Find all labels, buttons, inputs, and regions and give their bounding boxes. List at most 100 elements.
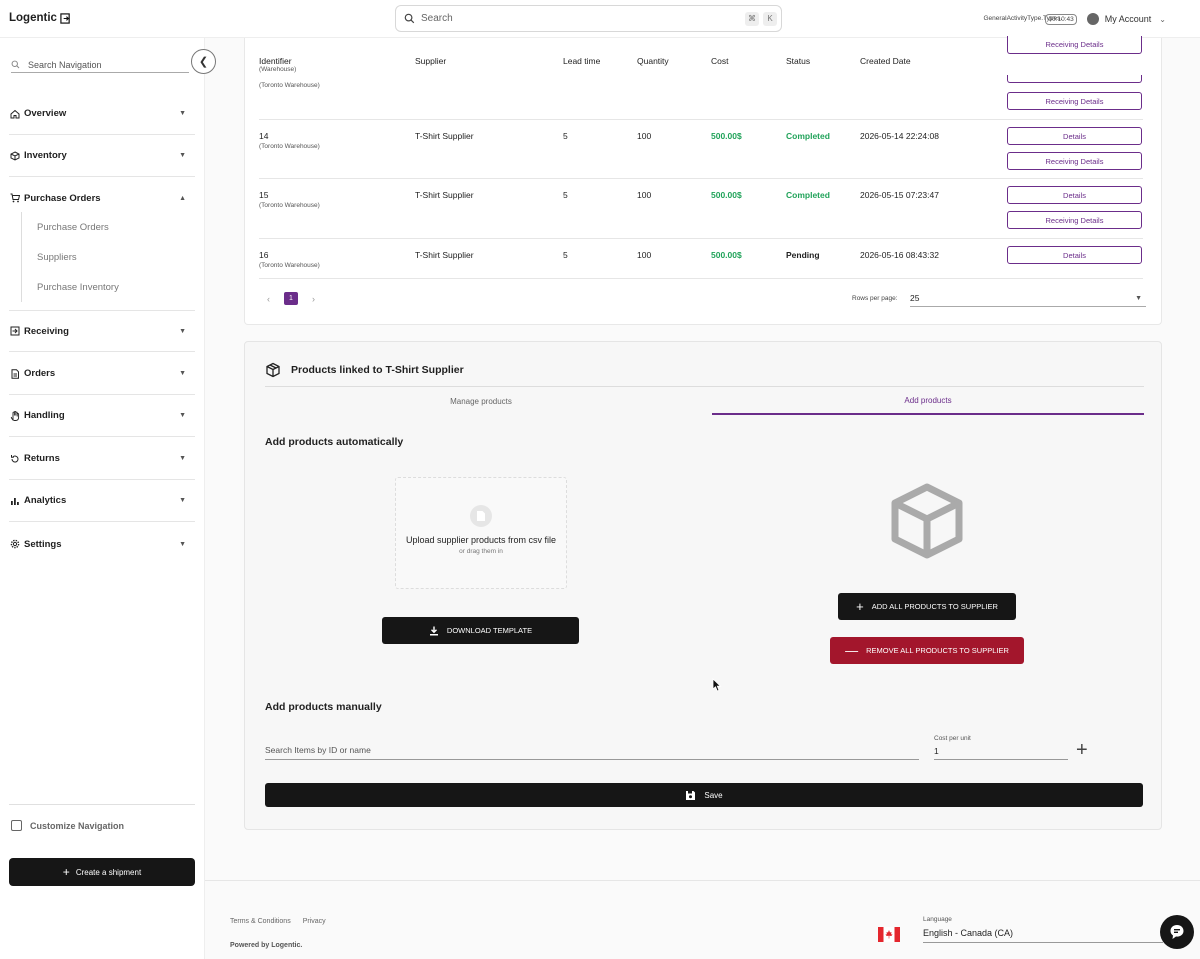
sidebar-item-label: Purchase Orders [24,192,101,204]
hand-icon [9,410,20,421]
language-value: English - Canada (CA) [923,928,1014,938]
sidebar-item-label: Analytics [24,495,67,506]
sidebar: Search Navigation ❮ Overview ▼ Inventory… [0,38,216,959]
save-button[interactable]: Save [265,783,1143,807]
sidebar-item-purchase-orders[interactable]: Purchase Orders ▲ [9,177,195,219]
global-search[interactable]: Search ⌘ K [395,5,782,32]
products-card-title: Products linked to T-Shirt Supplier [265,362,464,378]
collapse-sidebar-button[interactable]: ❮ [191,49,216,74]
rows-per-page-select[interactable]: 25 ▼ [910,290,1146,307]
next-page-icon[interactable]: › [312,293,315,304]
table-row: 14 (Toronto Warehouse) T-Shirt Supplier 5… [259,120,1143,179]
receiving-details-button[interactable]: Receiving Details [1007,152,1142,170]
caret-down-icon: ▼ [1135,294,1142,302]
col-identifier: Identifier (Warehouse) [259,56,296,73]
upload-subtitle: or drag them in [459,548,503,555]
sidebar-subitem-suppliers[interactable]: Suppliers [37,251,77,263]
products-tabs: Manage products Add products [265,386,1144,415]
table-row: (Toronto Warehouse) Receiving Details [259,75,1143,120]
upload-title: Upload supplier products from csv file [405,535,557,545]
row-status: Completed [786,131,830,141]
receiving-details-button[interactable]: Receiving Details [1007,92,1142,110]
row-identifier: 15 (Toronto Warehouse) [259,190,320,209]
prev-page-icon[interactable]: ‹ [267,293,270,304]
chevron-left-icon: ❮ [198,56,209,68]
package-icon [266,362,280,378]
language-select[interactable]: English - Canada (CA) [923,924,1163,943]
sidebar-subitem-purchase-inventory[interactable]: Purchase Inventory [37,281,119,293]
row-lead-time: 5 [563,250,568,260]
rows-per-page-value: 25 [910,293,920,303]
page-1-button[interactable]: 1 [284,292,298,305]
chevron-down-icon: ▼ [179,412,186,419]
cost-per-unit-input[interactable]: 1 [934,743,1068,760]
table-row: 16 (Toronto Warehouse) T-Shirt Supplier 5… [259,239,1143,279]
customize-navigation-toggle[interactable]: Customize Navigation [9,804,195,846]
row-supplier: T-Shirt Supplier [415,131,474,141]
sidebar-item-receiving[interactable]: Receiving ▼ [9,310,195,352]
chat-support-button[interactable] [1160,915,1194,949]
minus-icon: — [845,643,859,658]
gear-icon [9,539,20,550]
chevron-down-icon: ▼ [179,370,186,377]
remove-all-products-button[interactable]: — REMOVE ALL PRODUCTS TO SUPPLIER [830,637,1024,664]
terms-link[interactable]: Terms & Conditions [230,918,291,925]
item-search-input[interactable]: Search Items by ID or name [265,741,919,760]
row-identifier: 14 (Toronto Warehouse) [259,131,320,150]
cost-per-unit-value: 1 [934,746,939,756]
sidebar-item-overview[interactable]: Overview ▼ [9,93,195,135]
sidebar-item-handling[interactable]: Handling ▼ [9,395,195,437]
col-identifier-sub: (Warehouse) [259,66,297,73]
row-status: Pending [786,250,820,260]
sidebar-item-settings[interactable]: Settings ▼ [9,523,195,565]
home-icon [9,108,20,119]
sidebar-item-label: Orders [24,368,56,379]
privacy-link[interactable]: Privacy [302,918,326,925]
chevron-down-icon[interactable]: ⌄ [1159,14,1166,24]
chat-icon [1170,925,1184,939]
empty-box-icon [890,482,964,565]
col-lead-time: Lead time [563,56,601,66]
account-menu[interactable]: My Account [1104,14,1152,24]
rows-per-page-label: Rows per page: [852,295,898,302]
receiving-details-button[interactable]: Receiving Details [1007,211,1142,229]
top-bar: Logentic Search ⌘ K GeneralActivityType.… [0,0,1200,38]
avatar-icon[interactable] [1086,13,1099,25]
add-all-products-button[interactable]: + ADD ALL PRODUCTS TO SUPPLIER [838,593,1016,620]
nav-search-input[interactable]: Search Navigation [11,57,189,73]
row-lead-time: 5 [563,131,568,141]
receiving-icon [9,326,20,337]
sidebar-item-analytics[interactable]: Analytics ▼ [9,480,195,522]
row-id: 15 [259,190,269,200]
details-button[interactable] [1007,75,1142,83]
app-logo[interactable]: Logentic [9,12,71,24]
package-icon [9,150,20,161]
details-button[interactable]: Details [1007,246,1142,264]
checkbox-icon[interactable] [11,820,22,831]
col-cost: Cost [711,56,729,66]
details-button[interactable]: Details [1007,186,1142,204]
add-item-plus-icon[interactable]: + [1076,739,1088,761]
sidebar-subitem-purchase-orders[interactable]: Purchase Orders [37,221,109,233]
sidebar-item-inventory[interactable]: Inventory ▼ [9,135,195,177]
mouse-cursor-icon [712,678,722,692]
create-shipment-button[interactable]: + Create a shipment [9,858,195,886]
kbd-k: K [763,11,777,26]
row-id: 16 [259,250,269,260]
row-supplier: T-Shirt Supplier [415,250,474,260]
receiving-details-button[interactable]: Receiving Details [1007,36,1142,54]
details-button[interactable]: Details [1007,127,1142,145]
download-template-button[interactable]: DOWNLOAD TEMPLATE [382,617,579,644]
col-quantity: Quantity [637,56,669,66]
sidebar-item-orders[interactable]: Orders ▼ [9,353,195,395]
chevron-down-icon: ▼ [179,497,186,504]
sidebar-item-label: Settings [24,538,62,550]
sidebar-item-returns[interactable]: Returns ▼ [9,438,195,480]
download-template-label: DOWNLOAD TEMPLATE [446,626,533,635]
csv-upload-dropzone[interactable]: Upload supplier products from csv file o… [395,477,567,589]
search-icon [404,13,415,24]
row-lead-time: 5 [563,190,568,200]
row-id: 14 [259,131,269,141]
tab-add-products[interactable]: Add products [712,387,1144,415]
tab-manage-products[interactable]: Manage products [450,396,512,406]
